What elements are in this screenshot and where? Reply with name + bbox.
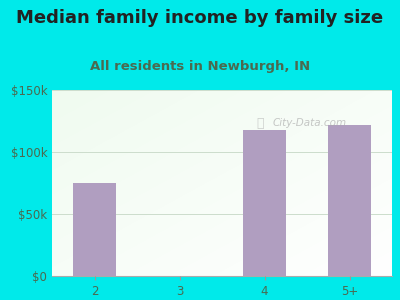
- Text: City-Data.com: City-Data.com: [273, 118, 347, 128]
- Text: ⓘ: ⓘ: [256, 117, 264, 130]
- Bar: [328, 125, 371, 276]
- Bar: [73, 183, 116, 276]
- Text: Median family income by family size: Median family income by family size: [16, 9, 384, 27]
- Text: All residents in Newburgh, IN: All residents in Newburgh, IN: [90, 60, 310, 73]
- Bar: [243, 130, 286, 276]
